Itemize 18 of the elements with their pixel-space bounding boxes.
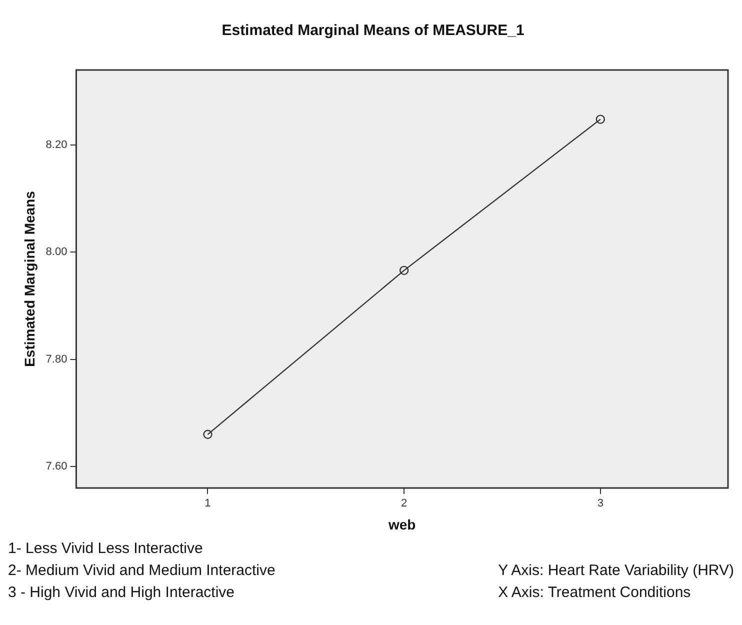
chart-title: Estimated Marginal Means of MEASURE_1 — [222, 22, 524, 40]
y-tick-label: 7.80 — [46, 353, 68, 366]
y-tick-label: 8.20 — [46, 139, 68, 152]
text: Y Axis: Heart Rate Variability (HRV) — [498, 561, 734, 581]
x-tick-label: 2 — [401, 498, 408, 510]
y-tick-label: 8.00 — [46, 246, 68, 258]
y-tick-label: 7.60 — [46, 460, 68, 473]
x-tick-label: 3 — [597, 498, 604, 510]
point — [203, 430, 212, 440]
point — [596, 114, 605, 124]
x-tick-label: 1 — [204, 498, 211, 510]
text: X Axis: Treatment Conditions — [498, 583, 692, 603]
text: 1- Less Vivid Less Interactive — [8, 539, 204, 559]
x-axis-title: web — [387, 516, 416, 532]
y-axis-title: Estimated Marginal Means — [21, 190, 38, 367]
point — [399, 266, 409, 276]
text: 3 - High Vivid and High Interactive — [8, 583, 236, 603]
text: 2- Medium Vivid and Medium Interactive — [8, 561, 276, 581]
